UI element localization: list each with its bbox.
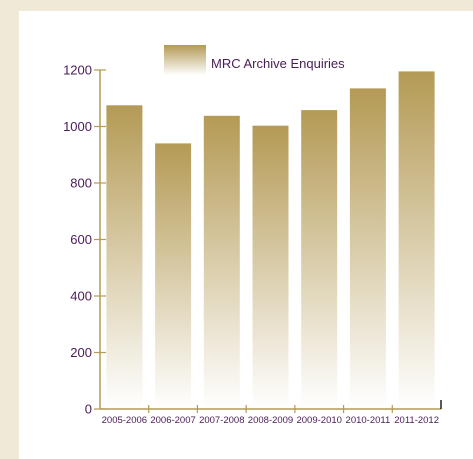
x-tick-label: 2006-2007	[150, 415, 195, 426]
x-tick-label: 2005-2006	[102, 415, 147, 426]
y-axis: 0 200 400 600 800 1000 1200	[63, 63, 106, 417]
bar-2008-2009	[252, 125, 289, 409]
legend-swatch	[164, 45, 206, 75]
bar-2006-2007	[155, 143, 192, 409]
bar-chart: 0 200 400 600 800 1000 1200 2005-2006 2006-2007…	[63, 45, 442, 426]
chart-panel: 0 200 400 600 800 1000 1200 2005-2006 2006-2007…	[19, 11, 473, 459]
y-tick-label: 0	[85, 402, 92, 417]
x-tick-label: 2008-2009	[248, 415, 293, 426]
bar-2005-2006	[106, 105, 143, 410]
y-tick-label: 1200	[63, 63, 92, 78]
x-tick-label: 2011-2012	[394, 415, 439, 426]
y-tick-label: 600	[70, 232, 92, 247]
x-tick-label: 2007-2008	[199, 415, 244, 426]
x-axis: 2005-2006 2006-2007 2007-2008 2008-2009 2009…	[100, 400, 442, 426]
x-tick-label: 2009-2010	[296, 415, 341, 426]
y-tick-label: 200	[70, 345, 92, 360]
legend: MRC Archive Enquiries	[164, 45, 345, 75]
y-tick-label: 1000	[63, 119, 92, 134]
y-tick-label: 400	[70, 289, 92, 304]
y-tick-label: 800	[70, 176, 92, 191]
bar-2010-2011	[349, 88, 386, 410]
legend-label: MRC Archive Enquiries	[211, 56, 345, 71]
bar-2007-2008	[203, 115, 240, 410]
bar-2009-2010	[301, 110, 338, 409]
x-tick-label: 2010-2011	[346, 415, 391, 426]
bars-group	[106, 71, 435, 410]
bar-2011-2012	[398, 71, 435, 410]
